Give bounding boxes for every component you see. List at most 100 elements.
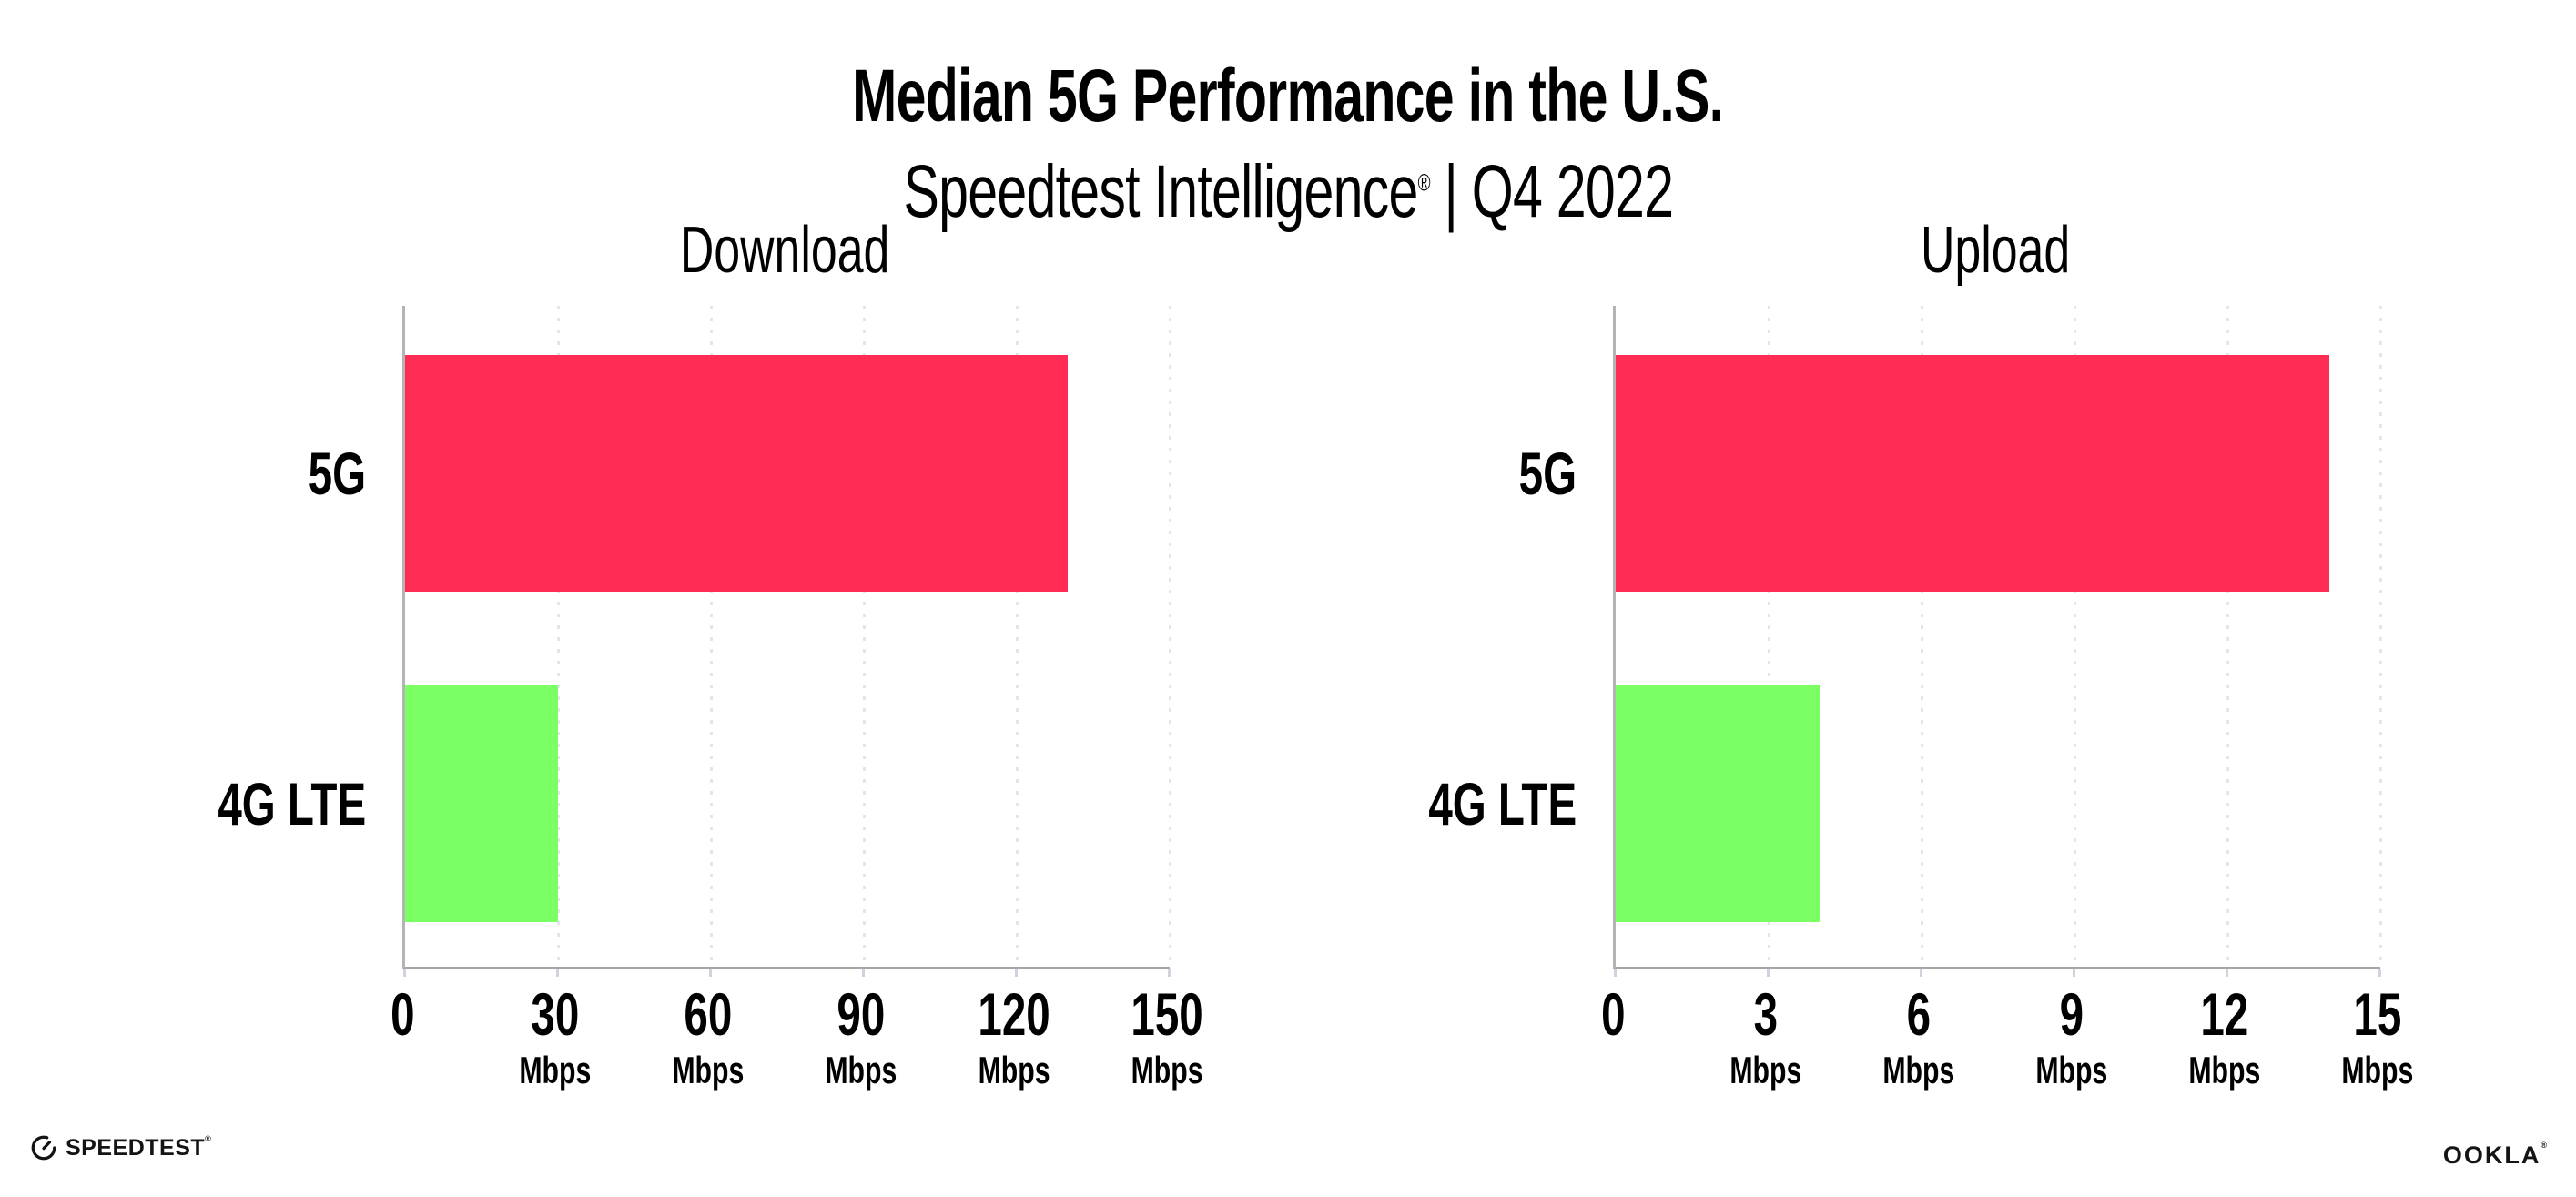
x-tick-label-text: 3 Mbps (1730, 984, 1802, 1091)
upload-chart-title-text: Upload (1920, 214, 2071, 287)
gridline (2226, 306, 2229, 967)
x-tick-unit: Mbps (2188, 1049, 2261, 1091)
category-label-text: 4G LTE (218, 770, 366, 837)
x-tick-label-text: 150 Mbps (1131, 984, 1202, 1091)
axis-tick (2226, 969, 2228, 977)
x-tick-unit: Mbps (2341, 1049, 2414, 1091)
axis-tick (1920, 969, 1922, 977)
gridline (2074, 306, 2076, 967)
ookla-registered-mark: ® (2541, 1141, 2549, 1150)
bar-5g (1616, 355, 2329, 592)
x-tick-unit: Mbps (672, 1049, 745, 1091)
page-title-text: Median 5G Performance in the U.S. (852, 54, 1724, 137)
axis-tick (556, 969, 559, 977)
gridline (863, 306, 866, 967)
upload-x-axis-labels: 0 3 Mbps 6 Mbps 9 Mbps 12 Mbps 15 Mbps (1601, 969, 2414, 1115)
upload-chart-title: Upload (1613, 211, 2378, 289)
x-tick-label-text: 12 Mbps (2189, 984, 2261, 1091)
x-tick-value: 3 (1753, 980, 1779, 1048)
speedtest-wordmark: SPEEDTEST® (66, 1133, 212, 1161)
x-tick-value: 90 (837, 980, 886, 1048)
ookla-logo: OOKLA® (2443, 1141, 2549, 1170)
x-tick-unit: Mbps (825, 1049, 898, 1091)
x-tick-label: 120 Mbps (941, 969, 1087, 1091)
x-tick-label: 12 Mbps (2152, 969, 2297, 1091)
download-chart-title: Download (402, 211, 1167, 289)
x-tick-label: 9 Mbps (1999, 969, 2145, 1091)
x-tick-label-text: 120 Mbps (978, 984, 1050, 1091)
x-tick-unit: Mbps (519, 1049, 592, 1091)
x-tick-label-text: 60 Mbps (673, 984, 745, 1091)
gridline (1921, 306, 1923, 967)
x-tick-unit: Mbps (1882, 1049, 1955, 1091)
axis-tick (403, 969, 406, 977)
x-tick-label: 150 Mbps (1094, 969, 1240, 1091)
axis-tick (2073, 969, 2075, 977)
gridline (2379, 306, 2382, 967)
x-tick-label: 0 (330, 969, 475, 1044)
ookla-wordmark-text: OOKLA (2442, 1141, 2541, 1169)
x-tick-label: 3 Mbps (1693, 969, 1839, 1091)
axis-tick (1767, 969, 1770, 977)
x-tick-value: 12 (2200, 980, 2249, 1048)
download-chart-title-text: Download (679, 214, 890, 287)
bar-5g (405, 355, 1068, 592)
gridline (1016, 306, 1019, 967)
download-x-axis-labels: 0 30 Mbps 60 Mbps 90 Mbps 120 Mbps 150 Mbps (390, 969, 1203, 1115)
speedtest-registered-mark: ® (205, 1133, 212, 1143)
axis-tick (862, 969, 865, 977)
download-plot-area (402, 306, 1171, 977)
download-chart: Download 0 30 Mbps 60 Mbps 90 Mbps 120 Mbps 150 Mb… (218, 214, 1202, 1091)
gridline (557, 306, 560, 967)
bar-4g-lte (1616, 685, 1820, 922)
x-tick-value: 60 (684, 980, 733, 1048)
category-label-text: 4G LTE (1428, 770, 1577, 837)
x-tick-unit: Mbps (2035, 1049, 2108, 1091)
category-label-text: 5G (308, 440, 366, 507)
x-tick-label: 30 Mbps (482, 969, 628, 1091)
gridline (1169, 306, 1171, 967)
axis-tick (1168, 969, 1171, 977)
x-tick-value: 15 (2353, 980, 2402, 1048)
speedtest-wordmark-text: SPEEDTEST (66, 1134, 206, 1161)
x-tick-unit: Mbps (1131, 1049, 1203, 1091)
category-label-4g-lte: 4G LTE (1222, 685, 1577, 922)
axis-tick (2378, 969, 2381, 977)
axis-tick (1614, 969, 1617, 977)
x-tick-label-text: 15 Mbps (2342, 984, 2414, 1091)
x-tick-value: 150 (1131, 980, 1203, 1048)
x-tick-label: 6 Mbps (1846, 969, 1992, 1091)
speedtest-logo: SPEEDTEST® (30, 1134, 211, 1161)
gridline (1768, 306, 1770, 967)
category-label-4g-lte: 4G LTE (11, 685, 366, 922)
x-tick-label-text: 30 Mbps (520, 984, 592, 1091)
speedtest-gauge-icon (30, 1134, 57, 1161)
gridline (710, 306, 713, 967)
x-tick-value: 0 (390, 980, 415, 1048)
axis-tick (1015, 969, 1018, 977)
x-tick-label-text: 0 (1601, 984, 1625, 1044)
subtitle-quarter: | Q4 2022 (1444, 150, 1673, 234)
x-tick-value: 30 (531, 980, 580, 1048)
x-tick-value: 6 (1906, 980, 1932, 1048)
x-tick-value: 120 (978, 980, 1050, 1048)
category-label-5g: 5G (1222, 355, 1577, 592)
x-tick-label: 0 (1540, 969, 1686, 1044)
category-label-text: 5G (1518, 440, 1577, 507)
x-tick-label: 15 Mbps (2305, 969, 2450, 1091)
subtitle-brand: Speedtest Intelligence (903, 150, 1418, 234)
category-label-5g: 5G (11, 355, 366, 592)
page-subtitle: Speedtest Intelligence® | Q4 2022 (0, 149, 2576, 235)
upload-plot-area (1613, 306, 2382, 977)
bar-4g-lte (405, 685, 558, 922)
x-tick-value: 9 (2059, 980, 2084, 1048)
x-tick-unit: Mbps (1729, 1049, 1802, 1091)
axis-tick (709, 969, 712, 977)
x-tick-value: 0 (1600, 980, 1626, 1048)
x-tick-label-text: 9 Mbps (2036, 984, 2108, 1091)
page-subtitle-text: Speedtest Intelligence® | Q4 2022 (903, 149, 1674, 235)
x-tick-label-text: 0 (390, 984, 414, 1044)
page-title: Median 5G Performance in the U.S. (0, 54, 2576, 139)
x-tick-label-text: 90 Mbps (826, 984, 898, 1091)
